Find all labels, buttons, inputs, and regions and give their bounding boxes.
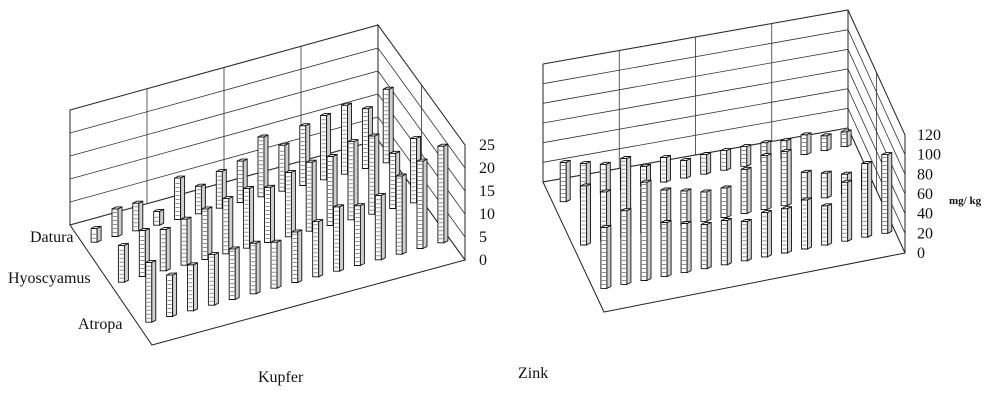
kupfer-bar-datura-12	[374, 192, 386, 261]
row-label-hyoscyamus: Hyoscyamus	[8, 270, 91, 287]
kupfer-bar-hyoscyamus-8	[264, 184, 275, 244]
kupfer-bar-datura-1	[145, 259, 157, 323]
kupfer-bar-atropa-9	[257, 134, 269, 198]
zink-bar-hyoscyamus-5	[660, 187, 672, 231]
kupfer-bar-hyoscyamus-14	[389, 150, 401, 210]
zink-bar-datura-2	[620, 207, 632, 286]
zink-bar-atropa-1	[559, 159, 571, 203]
zink-bar-atropa-15	[840, 129, 852, 148]
zink-chart: 0 20 40 60 80 100 120 mg/ kg	[542, 9, 982, 313]
zink-bar-datura-11	[801, 197, 812, 250]
zink-unit-label: mg/ kg	[949, 195, 982, 207]
zink-bar-datura-3	[640, 179, 652, 282]
kupfer-bar-datura-5	[228, 246, 240, 301]
kupfer-bar-hyoscyamus-3	[159, 226, 171, 272]
zink-bar-hyoscyamus-12	[800, 169, 812, 203]
zink-bar-datura-10	[781, 205, 792, 254]
kupfer-bar-datura-2	[166, 272, 178, 318]
zink-bar-datura-6	[700, 221, 712, 270]
kupfer-bar-datura-13	[395, 173, 407, 255]
zink-bar-datura-4	[660, 219, 672, 278]
zink-bar-hyoscyamus-10	[760, 152, 772, 211]
kupfer-bar-atropa-2	[111, 206, 123, 238]
zink-bar-datura-15	[881, 151, 893, 235]
kupfer-bar-hyoscyamus-7	[243, 185, 255, 249]
kupfer-bar-datura-14	[416, 158, 428, 250]
kupfer-bar-atropa-6	[194, 183, 206, 215]
kupfer-tick-label: 10	[479, 206, 495, 223]
zink-tick-label: 60	[917, 186, 933, 203]
zink-bar-datura-7	[720, 217, 732, 266]
kupfer-bar-datura-7	[270, 239, 282, 289]
kupfer-bar-hyoscyamus-13	[368, 133, 380, 215]
kupfer-bar-datura-9	[312, 218, 324, 278]
kupfer-bar-atropa-1	[90, 225, 102, 243]
zink-bar-atropa-14	[820, 133, 832, 152]
kupfer-bar-datura-4	[207, 251, 219, 306]
zink-tick-label: 80	[917, 166, 933, 183]
kupfer-tick-label: 5	[479, 229, 487, 246]
kupfer-bar-datura-10	[333, 204, 345, 272]
kupfer-bar-datura-3	[187, 262, 198, 312]
kupfer-bar-hyoscyamus-9	[284, 169, 296, 238]
zink-bar-datura-14	[861, 160, 873, 238]
zink-bar-atropa-3	[599, 161, 611, 195]
zink-tick-label: 120	[917, 127, 941, 144]
kupfer-bar-hyoscyamus-12	[347, 138, 359, 221]
kupfer-bar-atropa-4	[153, 208, 165, 226]
zink-bar-hyoscyamus-11	[780, 148, 792, 207]
kupfer-bar-hyoscyamus-5	[201, 206, 213, 261]
kupfer-bar-datura-8	[291, 229, 303, 284]
zink-bar-hyoscyamus-6	[680, 188, 692, 227]
row-label-datura: Datura	[30, 229, 74, 246]
zink-tick-label: 40	[917, 206, 933, 223]
zink-bar-hyoscyamus-9	[740, 166, 752, 215]
kupfer-bar-hyoscyamus-6	[222, 195, 234, 255]
zink-tick-label: 100	[917, 147, 941, 164]
kupfer-bar-datura-6	[249, 240, 261, 295]
zink-bar-datura-13	[841, 179, 853, 242]
zink-tick-label: 20	[917, 225, 933, 242]
zink-bar-hyoscyamus-1	[580, 183, 591, 246]
kupfer-bar-hyoscyamus-10	[305, 159, 317, 232]
zink-bar-datura-5	[680, 220, 692, 274]
zink-bar-atropa-6	[660, 154, 671, 183]
kupfer-bar-atropa-5	[174, 175, 186, 221]
chart-title-zink: Zink	[518, 365, 549, 382]
zink-bar-hyoscyamus-7	[700, 189, 712, 223]
kupfer-tick-label: 25	[479, 137, 495, 154]
zink-bar-datura-9	[760, 209, 772, 258]
kupfer-bar-atropa-10	[278, 142, 290, 192]
kupfer-bar-datura-15	[437, 143, 449, 244]
kupfer-bar-hyoscyamus-4	[180, 216, 192, 266]
kupfer-tick-label: 0	[479, 252, 487, 269]
row-label-atropa: Atropa	[78, 316, 123, 333]
kupfer-bar-hyoscyamus-1	[117, 242, 129, 283]
zink-bar-hyoscyamus-13	[820, 170, 832, 199]
kupfer-tick-label: 20	[479, 160, 495, 177]
chart-title-kupfer: Kupfer	[258, 369, 304, 386]
zink-bar-atropa-9	[720, 147, 732, 171]
zink-bar-datura-1	[600, 224, 612, 290]
zink-bar-datura-12	[821, 203, 833, 246]
zink-bar-atropa-8	[700, 151, 712, 175]
zink-bar-atropa-7	[680, 157, 692, 179]
kupfer-tick-label: 15	[479, 183, 495, 200]
kupfer-chart: 0 5 10 15 20 25	[69, 23, 495, 346]
zink-bar-atropa-10	[740, 143, 752, 168]
zink-tick-label: 0	[917, 245, 925, 262]
zink-bar-hyoscyamus-8	[720, 185, 732, 219]
zink-bar-datura-8	[740, 218, 752, 262]
kupfer-bar-datura-11	[353, 202, 365, 267]
kupfer-bar-atropa-15	[382, 86, 394, 164]
kupfer-bar-atropa-3	[132, 200, 144, 232]
zink-bar-atropa-13	[800, 132, 812, 156]
